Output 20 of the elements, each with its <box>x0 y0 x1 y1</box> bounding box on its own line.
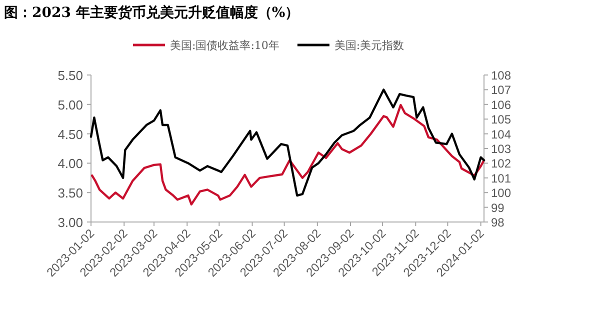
y-tick-label: 5.50 <box>58 68 83 83</box>
legend-label: 美国:美元指数 <box>334 39 404 52</box>
y2-tick-label: 102 <box>491 156 512 171</box>
y-tick-label: 5.00 <box>58 97 83 112</box>
y2-tick-label: 100 <box>491 186 512 200</box>
y2-tick-label: 108 <box>491 68 512 82</box>
legend-label: 美国:国债收益率:10年 <box>170 39 280 52</box>
y2-tick-label: 98 <box>491 216 505 230</box>
y2-tick-label: 106 <box>491 98 512 112</box>
y2-tick-label: 105 <box>491 112 512 127</box>
y-tick-label: 3.50 <box>58 186 83 201</box>
y2-tick-label: 103 <box>491 142 512 156</box>
chart-title: 图：2023 年主要货币兑美元升贬值幅度（%） <box>4 4 300 21</box>
y-tick-label: 4.50 <box>58 126 83 142</box>
y2-tick-label: 101 <box>491 171 512 186</box>
y-tick-label: 4.00 <box>58 156 83 172</box>
y2-tick-label: 99 <box>491 200 505 215</box>
y2-tick-label: 104 <box>491 127 512 142</box>
y2-tick-label: 107 <box>491 83 512 98</box>
y-tick-label: 3.00 <box>58 215 83 230</box>
